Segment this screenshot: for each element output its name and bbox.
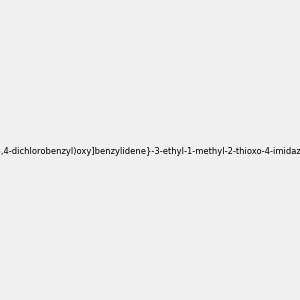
Text: 5-{4-[(3,4-dichlorobenzyl)oxy]benzylidene}-3-ethyl-1-methyl-2-thioxo-4-imidazoli: 5-{4-[(3,4-dichlorobenzyl)oxy]benzyliden…: [0, 147, 300, 156]
